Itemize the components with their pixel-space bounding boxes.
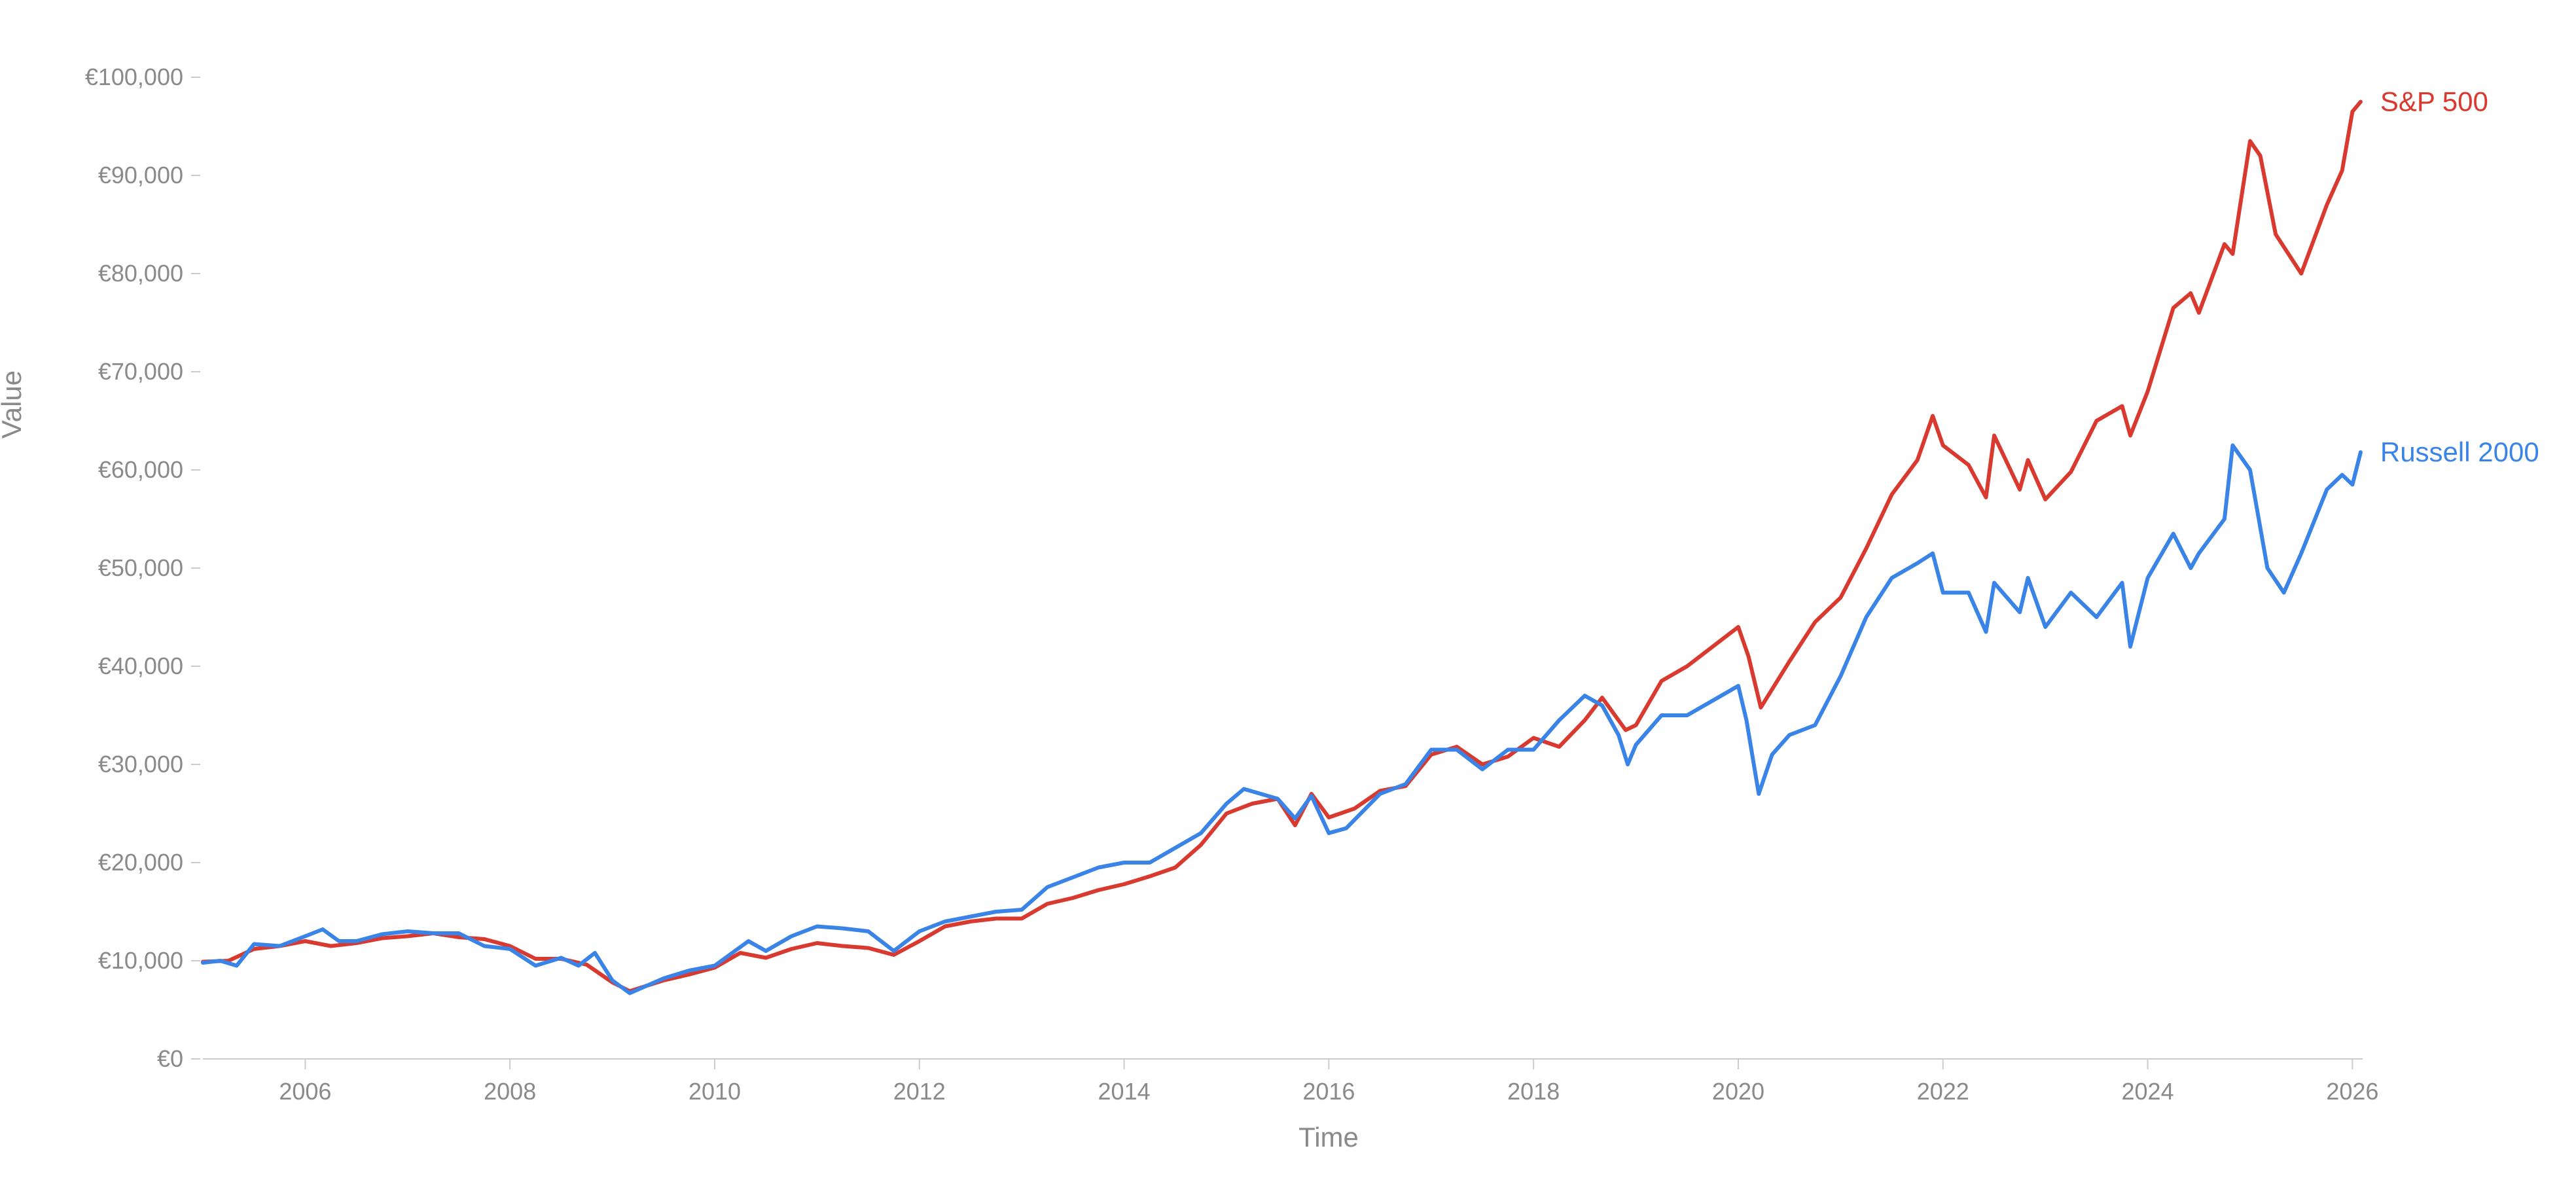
y-axis-title: Value [0, 370, 27, 438]
x-tick-label: 2020 [1712, 1078, 1764, 1105]
y-tick-label: €30,000 [98, 751, 183, 778]
x-tick-label: 2012 [893, 1078, 946, 1105]
y-tick-label: €0 [157, 1045, 183, 1072]
y-tick-label: €50,000 [98, 554, 183, 581]
x-tick-label: 2022 [1917, 1078, 1969, 1105]
y-tick-label: €20,000 [98, 849, 183, 876]
x-tick-label: 2016 [1302, 1078, 1355, 1105]
y-tick-label: €80,000 [98, 260, 183, 287]
y-tick-label: €60,000 [98, 456, 183, 483]
x-tick-label: 2014 [1098, 1078, 1151, 1105]
y-tick-label: €90,000 [98, 162, 183, 188]
x-tick-label: 2024 [2122, 1078, 2174, 1105]
x-tick-label: 2018 [1507, 1078, 1560, 1105]
x-tick-label: 2026 [2326, 1078, 2378, 1105]
x-tick-label: 2010 [689, 1078, 741, 1105]
series-label-s-p-500: S&P 500 [2380, 86, 2488, 117]
x-axis-title: Time [1298, 1122, 1359, 1153]
series-line-russell-2000 [201, 443, 2363, 995]
y-tick-label: €100,000 [85, 63, 183, 90]
y-axis: €0 €10,000 €20,000 €30,000 €40,000 €50,000 €60… [85, 63, 200, 1072]
y-tick-label: €70,000 [98, 358, 183, 385]
x-axis: 2006 2008 2010 2012 2014 2016 2018 2020 2022 2024… [203, 1058, 2378, 1105]
series-label-russell-2000: Russell 2000 [2380, 437, 2539, 467]
x-tick-label: 2006 [279, 1078, 331, 1105]
series-line-s-p-500 [201, 99, 2363, 993]
y-tick-label: €10,000 [98, 947, 183, 974]
x-tick-label: 2008 [484, 1078, 536, 1105]
series-layer: S&P 500 Russell 2000 [201, 86, 2539, 995]
y-tick-label: €40,000 [98, 653, 183, 679]
